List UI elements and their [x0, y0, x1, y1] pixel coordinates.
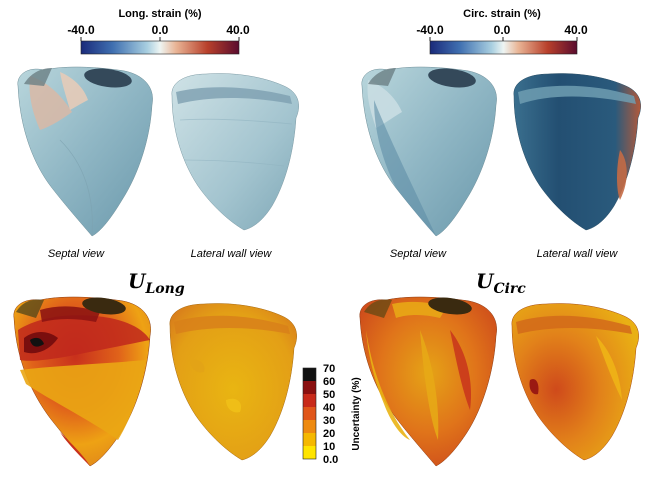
long-strain-lateral-heart — [171, 73, 299, 231]
long-strain-colorbar: Long. strain (%) -40.0 0.0 40.0 — [67, 8, 250, 55]
uncert-tick-60: 60 — [323, 376, 335, 388]
u-circ-lateral-heart — [511, 303, 639, 461]
circ-strain-colorbar-gradient — [429, 40, 578, 55]
uncert-bin-60-70 — [303, 368, 316, 381]
circ-lateral-view-label: Lateral wall view — [537, 248, 619, 260]
u-circ-septal-heart — [359, 296, 497, 467]
uncert-bin-20-30 — [303, 420, 316, 433]
long-septal-view-label: Septal view — [48, 248, 105, 260]
uncert-bin-50-60 — [303, 381, 316, 394]
uncert-tick-20: 20 — [323, 428, 335, 440]
uncert-tick-40: 40 — [323, 402, 335, 414]
circ-septal-view-label: Septal view — [390, 248, 447, 260]
uncert-tick-10: 10 — [323, 441, 335, 453]
long-strain-tick-max: 40.0 — [226, 23, 250, 37]
uncert-tick-30: 30 — [323, 415, 335, 427]
circ-strain-colorbar: Circ. strain (%) -40.0 0.0 40.0 — [416, 8, 588, 55]
u-long-lateral-heart — [169, 303, 297, 461]
circ-strain-tick-zero: 0.0 — [494, 23, 511, 37]
long-lateral-view-label: Lateral wall view — [191, 248, 273, 260]
uncert-bin-30-40 — [303, 407, 316, 420]
circ-strain-lateral-heart — [513, 73, 641, 231]
circ-strain-tick-min: -40.0 — [416, 23, 444, 37]
long-strain-colorbar-gradient — [80, 40, 240, 55]
circ-strain-tick-max: 40.0 — [564, 23, 588, 37]
uncert-tick-0: 0.0 — [323, 454, 338, 466]
long-strain-septal-heart — [17, 66, 153, 237]
uncertainty-colorbar-title: Uncertainty (%) — [351, 377, 362, 450]
uncert-bin-0-10 — [303, 446, 316, 459]
u-long-septal-heart — [13, 296, 151, 467]
uncert-bin-10-20 — [303, 433, 316, 446]
long-strain-tick-min: -40.0 — [67, 23, 95, 37]
long-strain-colorbar-title: Long. strain (%) — [118, 8, 201, 20]
uncert-tick-70: 70 — [323, 363, 335, 375]
u-long-heading: ULong — [128, 269, 185, 297]
circ-strain-colorbar-title: Circ. strain (%) — [463, 8, 541, 20]
uncertainty-colorbar: 70 60 50 40 30 20 10 0.0 Uncertainty (%) — [302, 363, 362, 466]
circ-strain-septal-heart — [361, 66, 497, 237]
uncert-bin-40-50 — [303, 394, 316, 407]
uncert-tick-50: 50 — [323, 389, 335, 401]
u-circ-heading: UCirc — [476, 269, 526, 297]
long-strain-tick-zero: 0.0 — [152, 23, 169, 37]
